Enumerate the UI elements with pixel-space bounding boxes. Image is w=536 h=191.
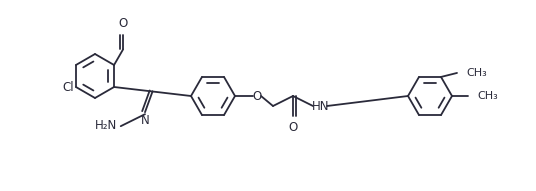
Text: O: O [288,121,297,134]
Text: O: O [252,90,262,103]
Text: HN: HN [312,100,330,112]
Text: H₂N: H₂N [94,119,117,132]
Text: CH₃: CH₃ [477,91,498,101]
Text: Cl: Cl [62,80,74,94]
Text: O: O [118,17,128,30]
Text: CH₃: CH₃ [466,68,487,78]
Text: N: N [140,114,150,127]
